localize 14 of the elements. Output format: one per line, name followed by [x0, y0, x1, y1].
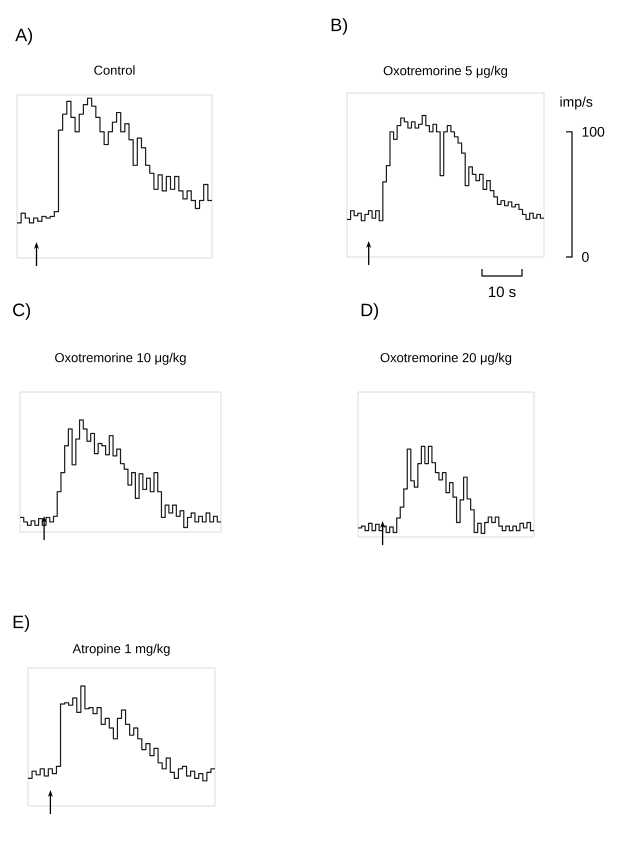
chart-subtitle: Oxotremorine 20 μg/kg — [380, 352, 512, 365]
chart-title: C) — [13, 303, 30, 320]
chart-title: E) — [14, 615, 30, 632]
chart-subtitle: Control — [94, 65, 135, 75]
chart-subtitle: Atropine 1 mg/kg — [72, 644, 170, 656]
chart-title: A) — [15, 28, 32, 45]
y-tick-label: 0 — [582, 252, 589, 262]
y-tick-label: 100 — [582, 126, 604, 137]
chart-subtitle: Oxotremorine 5 μg/kg — [384, 66, 508, 78]
text: 10 s — [489, 286, 516, 298]
y-axis-title: imp/s — [560, 96, 592, 110]
chart-title: B) — [332, 18, 348, 35]
chart-title: D) — [362, 303, 378, 320]
chart-subtitle: Oxotremorine 10 μg/kg — [55, 352, 186, 365]
